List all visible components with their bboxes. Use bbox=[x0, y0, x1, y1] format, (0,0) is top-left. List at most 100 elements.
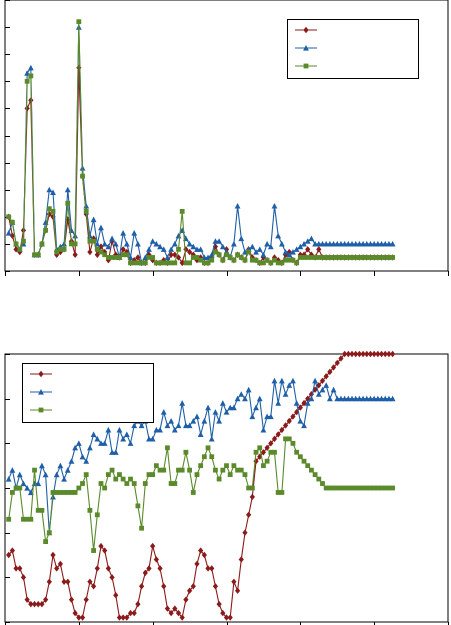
series-1-diamond-marker bbox=[316, 382, 322, 389]
series-3-square-marker bbox=[342, 255, 348, 260]
series-3-square-marker bbox=[375, 255, 381, 260]
series-1-diamond-marker bbox=[72, 251, 78, 258]
legend-square-marker bbox=[38, 407, 44, 413]
series-1-diamond-marker bbox=[356, 350, 362, 358]
series-1-diamond-marker bbox=[375, 350, 381, 358]
series-3-square-marker bbox=[13, 241, 19, 247]
series-2-triangle-marker bbox=[238, 391, 245, 397]
series-2 bbox=[5, 24, 396, 266]
series-1-diamond-marker bbox=[205, 565, 211, 572]
series-3-square-marker bbox=[390, 485, 396, 491]
series-1-diamond-marker bbox=[146, 565, 152, 572]
series-3-square-marker bbox=[139, 260, 144, 266]
series-3-square-marker bbox=[198, 257, 204, 263]
series-2-triangle-marker bbox=[326, 395, 333, 402]
series-2-triangle-marker bbox=[389, 395, 396, 402]
series-2-triangle-marker bbox=[179, 400, 186, 406]
series-2-triangle-marker bbox=[290, 377, 296, 384]
series-3-square-marker bbox=[24, 516, 30, 522]
series-2-triangle-marker bbox=[293, 400, 300, 406]
series-3-square-marker bbox=[283, 436, 288, 442]
series-1-diamond-marker bbox=[345, 350, 351, 358]
series-2-triangle-marker bbox=[253, 249, 259, 255]
series-2-triangle-marker bbox=[234, 202, 241, 209]
series-3-square-marker bbox=[13, 485, 19, 491]
series-2-triangle-marker bbox=[5, 230, 12, 236]
series-2-triangle-marker bbox=[90, 216, 97, 223]
series-3-square-marker bbox=[368, 485, 373, 491]
series-2-triangle-marker bbox=[378, 240, 385, 247]
series-2-triangle-marker bbox=[275, 232, 282, 239]
series-1-diamond-marker bbox=[46, 210, 52, 218]
series-2-triangle-marker bbox=[149, 435, 156, 442]
series-2-triangle-marker bbox=[267, 413, 274, 420]
series-1-diamond-marker bbox=[157, 565, 163, 572]
series-3-square-marker bbox=[65, 490, 71, 495]
series-3-square-marker bbox=[172, 260, 178, 266]
series-3-square-marker bbox=[139, 525, 144, 531]
series-1-diamond-marker bbox=[227, 614, 233, 621]
series-3-square-marker bbox=[213, 249, 218, 255]
series-2-triangle-marker bbox=[389, 240, 396, 247]
series-3-square-marker bbox=[231, 257, 237, 263]
series-3-square-marker bbox=[128, 260, 133, 266]
series-3-square-marker bbox=[146, 472, 152, 477]
series-2-triangle-marker bbox=[68, 458, 75, 464]
series-3-square-marker bbox=[35, 507, 41, 513]
series-1-diamond-marker bbox=[91, 583, 97, 590]
series-1-diamond-marker bbox=[246, 511, 252, 518]
series-3-square-marker bbox=[305, 463, 311, 469]
series-3-square-marker bbox=[142, 260, 148, 266]
series-1-diamond-marker bbox=[65, 578, 71, 585]
series-3-square-marker bbox=[157, 467, 163, 473]
series-2-triangle-marker bbox=[363, 240, 370, 247]
series-3-square-marker bbox=[65, 200, 71, 206]
series-3-square-marker bbox=[371, 485, 377, 491]
series-3-square-marker bbox=[238, 255, 244, 260]
series-1-diamond-marker bbox=[367, 350, 374, 358]
series-2-triangle-marker bbox=[101, 240, 108, 247]
series-2-triangle-marker bbox=[153, 240, 160, 247]
series-1-diamond-marker bbox=[242, 529, 248, 536]
series-1-diamond-marker bbox=[161, 583, 167, 590]
series-2-triangle-marker bbox=[360, 240, 366, 247]
series-1-diamond-marker bbox=[138, 583, 145, 590]
series-3-square-marker bbox=[69, 490, 74, 495]
series-1-diamond-marker bbox=[24, 596, 30, 603]
series-1-diamond-marker bbox=[286, 417, 292, 425]
series-3-square-marker bbox=[297, 255, 303, 260]
series-3-square-marker bbox=[309, 255, 314, 260]
series-3-square-marker bbox=[390, 255, 396, 260]
series-1-diamond-marker bbox=[109, 574, 115, 581]
series-2-triangle-marker bbox=[190, 418, 197, 424]
series-2-triangle-marker bbox=[293, 246, 300, 252]
series-3-square-marker bbox=[279, 260, 285, 266]
series-2-triangle-marker bbox=[20, 480, 27, 487]
series-1-diamond-marker bbox=[68, 596, 75, 603]
series-3-square-marker bbox=[224, 463, 229, 469]
series-1-diamond-marker bbox=[6, 551, 12, 559]
series-2-triangle-marker bbox=[275, 400, 282, 406]
series-3-square-marker bbox=[334, 485, 340, 491]
series-3-square-marker bbox=[91, 238, 96, 244]
series-3-square-marker bbox=[179, 467, 185, 473]
series-1-diamond-marker bbox=[190, 583, 196, 590]
series-3-square-marker bbox=[198, 463, 204, 469]
series-3-square-marker bbox=[9, 219, 15, 225]
series-3-square-marker bbox=[242, 472, 248, 477]
series-1 bbox=[6, 350, 396, 621]
series-3-square-marker bbox=[301, 458, 307, 464]
legend-diamond-marker bbox=[303, 26, 309, 34]
series-3-square-marker bbox=[286, 436, 292, 442]
series-1-diamond-marker bbox=[135, 600, 141, 608]
series-1-diamond-marker bbox=[330, 364, 337, 371]
series-3-square-marker bbox=[338, 485, 344, 491]
series-3-square-marker bbox=[94, 246, 100, 252]
series-2-triangle-marker bbox=[278, 377, 285, 384]
series-1-diamond-marker bbox=[46, 578, 52, 585]
series-1-diamond-marker bbox=[364, 350, 370, 358]
series-2-triangle-marker bbox=[87, 444, 93, 451]
series-2-triangle-marker bbox=[186, 240, 193, 247]
series-3-square-marker bbox=[135, 260, 141, 266]
